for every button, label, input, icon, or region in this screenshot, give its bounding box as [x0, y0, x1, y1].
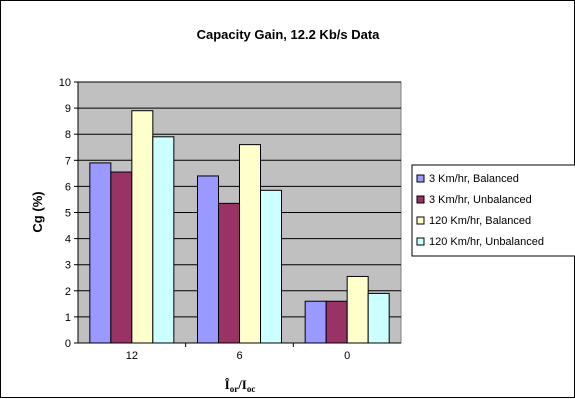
bar-0-120-km-hr-unbalanced: [367, 292, 390, 344]
x-tick-label: 0: [344, 350, 350, 362]
y-tick-label: 4: [65, 234, 71, 246]
y-axis: 0 1 2 3 4 5 6 7 8 9 10: [59, 77, 401, 350]
y-tick-label: 3: [65, 260, 71, 272]
y-tick-label: 5: [65, 208, 71, 220]
x-tick-label: 12: [126, 350, 138, 362]
y-axis-label: Cg (%): [30, 191, 45, 232]
x-axis-label-slash: /I: [237, 377, 247, 392]
bar-0-3-km-hr-balanced: [304, 300, 327, 344]
legend-box: [411, 164, 575, 257]
y-tick-label: 1: [65, 312, 71, 324]
legend-label: 3 Km/hr, Balanced: [429, 173, 519, 185]
chart-title: Capacity Gain, 12.2 Kb/s Data: [197, 27, 381, 42]
legend-swatch: [416, 216, 425, 225]
x-axis-label-main: Î: [225, 377, 230, 392]
legend-label: 3 Km/hr, Unbalanced: [429, 194, 532, 206]
legend-swatch: [416, 237, 425, 246]
bar-12-120-km-hr-unbalanced: [152, 136, 175, 344]
bar-0-3-km-hr-unbalanced: [325, 300, 348, 344]
bar-12-120-km-hr-balanced: [131, 110, 154, 344]
x-axis-label: Îor/Ioc: [225, 377, 256, 394]
legend-label: 120 Km/hr, Balanced: [429, 215, 531, 227]
bar-6-120-km-hr-unbalanced: [260, 189, 282, 344]
x-tick-label: 6: [236, 350, 242, 362]
legend-swatch: [416, 195, 425, 204]
bar-0-120-km-hr-balanced: [346, 275, 369, 344]
y-tick-label: 9: [65, 103, 71, 115]
x-axis: 12 6 0: [126, 343, 350, 362]
legend-label: 120 Km/hr, Unbalanced: [429, 236, 544, 248]
x-axis-label-sub1: or: [230, 384, 239, 394]
bar-6-3-km-hr-balanced: [197, 175, 219, 344]
bar-6-120-km-hr-balanced: [239, 144, 261, 344]
bars: [89, 110, 390, 344]
bar-12-3-km-hr-balanced: [89, 162, 112, 344]
y-tick-label: 6: [65, 181, 71, 193]
y-tick-label: 10: [59, 77, 71, 89]
y-tick-label: 2: [65, 286, 71, 298]
y-tick-label: 7: [65, 155, 71, 167]
y-tick-label: 8: [65, 129, 71, 141]
x-axis-label-sub2: oc: [247, 384, 256, 394]
y-tick-label: 0: [65, 338, 71, 350]
bar-12-3-km-hr-unbalanced: [110, 171, 133, 344]
legend-swatch: [416, 174, 425, 183]
legend: 3 Km/hr, Balanced 3 Km/hr, Unbalanced 120 …: [416, 173, 544, 248]
bar-6-3-km-hr-unbalanced: [218, 202, 240, 344]
